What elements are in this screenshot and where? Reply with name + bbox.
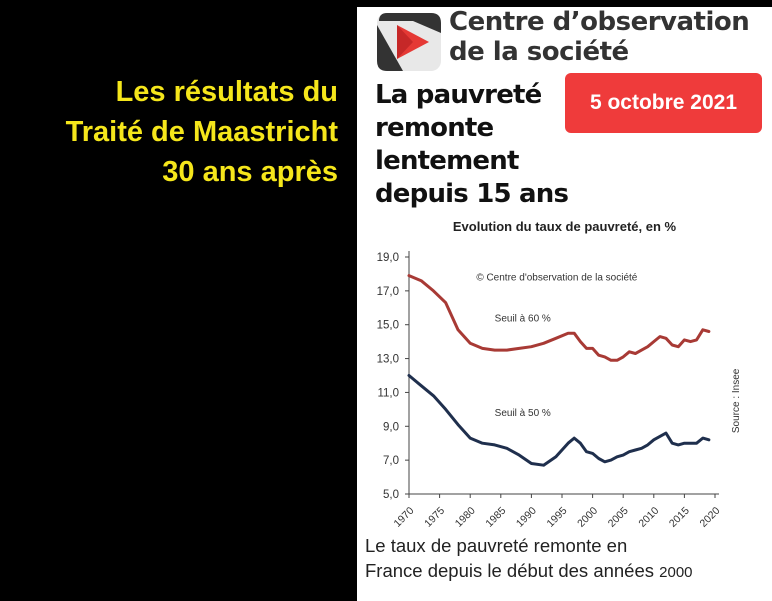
x-tick-label: 1970 — [392, 505, 417, 530]
logo-icon — [377, 13, 441, 71]
headline-line-3: lentement — [375, 146, 519, 176]
caption-line-3: 30 ans après — [162, 156, 338, 188]
x-tick-label: 1995 — [545, 505, 570, 530]
date-badge: 5 octobre 2021 — [565, 73, 762, 133]
y-tick-label: 9,0 — [383, 421, 399, 433]
x-tick-label: 1985 — [483, 505, 508, 530]
headline-line-1: La pauvreté — [375, 80, 542, 110]
x-tick-label: 2015 — [667, 505, 692, 530]
copyright-annotation: © Centre d'observation de la société — [476, 273, 637, 284]
y-tick-label: 17,0 — [377, 286, 399, 298]
footer-line-2a: France depuis le début des années — [365, 560, 660, 581]
y-tick-label: 19,0 — [377, 252, 399, 264]
headline-line-4: depuis 15 ans — [375, 179, 569, 209]
x-tick-label: 1980 — [453, 505, 478, 530]
y-tick-label: 15,0 — [377, 320, 399, 332]
source-annotation: Source : Insee — [731, 368, 742, 433]
headline-box — [365, 77, 570, 217]
series-line-seuil-60 — [407, 274, 711, 362]
series-line-seuil-50 — [407, 374, 711, 467]
x-tick-label: 2005 — [606, 505, 631, 530]
headline: La pauvreté remonte lentement depuis 15 … — [375, 79, 569, 211]
footer-line-2b: 2000 — [659, 564, 693, 581]
footer-line-2: France depuis le début des années 2000 — [365, 558, 772, 585]
chart-title: Evolution du taux de pauvreté, en % — [452, 219, 677, 234]
headline-line-2: remonte — [375, 113, 494, 143]
left-caption: Les résultats du Traité de Maastricht 30… — [0, 72, 338, 192]
y-tick-label: 13,0 — [377, 354, 399, 366]
caption-line-2: Traité de Maastricht — [65, 116, 338, 148]
brand-name: Centre d’observation de la société — [449, 7, 750, 67]
x-tick-label: 2020 — [698, 505, 723, 530]
y-tick-label: 7,0 — [383, 455, 399, 467]
brand-line-2: de la société — [449, 37, 629, 67]
brand-line-1: Centre d’observation — [449, 7, 750, 37]
x-tick-label: 2010 — [636, 505, 661, 530]
y-tick-label: 5,0 — [383, 489, 399, 501]
series-label-seuil-60: Seuil à 60 % — [495, 313, 551, 324]
y-tick-label: 11,0 — [377, 387, 399, 399]
caption-line-1: Les résultats du — [115, 76, 338, 108]
article-panel: Centre d’observation de la société La pa… — [357, 7, 772, 601]
x-tick-label: 2000 — [575, 505, 600, 530]
series-label-seuil-50: Seuil à 50 % — [495, 408, 551, 419]
footer-line-1: Le taux de pauvreté remonte en — [365, 535, 628, 556]
x-tick-label: 1990 — [514, 505, 539, 530]
x-tick-label: 1975 — [422, 505, 447, 530]
footer-text: Le taux de pauvreté remonte en France de… — [365, 533, 772, 585]
